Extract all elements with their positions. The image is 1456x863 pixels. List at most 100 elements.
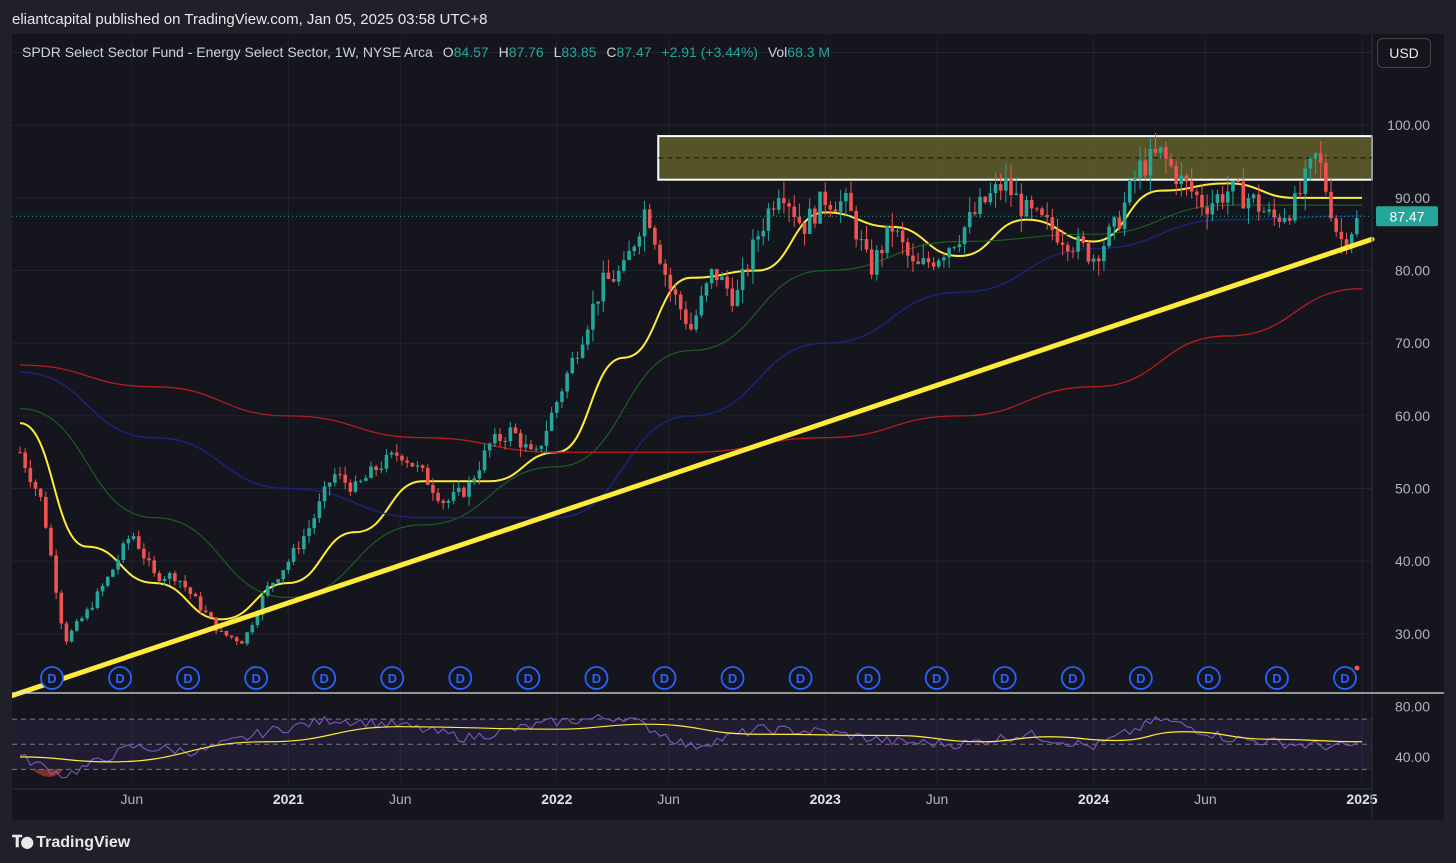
candle-body xyxy=(467,481,471,497)
candle-body xyxy=(849,192,853,211)
dividend-marker: D xyxy=(40,666,64,690)
candle-body xyxy=(353,481,358,492)
dividend-marker: D xyxy=(244,666,269,690)
trendline-layer[interactable] xyxy=(12,236,1375,699)
candle-body xyxy=(1081,236,1086,243)
candle-body xyxy=(983,196,988,203)
candle-body xyxy=(1251,194,1256,199)
candle-body xyxy=(1303,168,1308,195)
legend-high-label: H xyxy=(498,44,509,60)
candle-body xyxy=(343,474,347,483)
candle-body xyxy=(1071,251,1075,253)
candle-body xyxy=(364,478,368,481)
candle-body xyxy=(611,278,616,282)
candle-body xyxy=(1226,191,1230,203)
candle-body xyxy=(1076,236,1080,252)
dividend-marker: D xyxy=(448,666,473,690)
legend-symbol: SPDR Select Sector Fund - Energy Select … xyxy=(22,44,433,60)
candle-body xyxy=(425,467,430,485)
dividend-circle xyxy=(788,666,813,690)
dividend-label: D xyxy=(388,671,397,686)
candle-body xyxy=(1344,239,1349,246)
candle-body xyxy=(1324,162,1328,192)
candle-body xyxy=(890,225,895,232)
candle-body xyxy=(23,452,27,468)
candle-body xyxy=(787,203,791,207)
candle-body xyxy=(549,412,554,431)
candle-body xyxy=(709,269,714,284)
dividend-marker: D xyxy=(584,666,609,690)
candle-body xyxy=(622,260,626,271)
candle-body xyxy=(1153,149,1158,153)
candle-body xyxy=(281,570,286,580)
rsi-signal-line xyxy=(19,723,1363,763)
candle-body xyxy=(1055,229,1060,243)
candle-body xyxy=(219,630,224,632)
candle-body xyxy=(952,247,957,249)
dividend-marker: D xyxy=(380,666,405,690)
candle-body xyxy=(317,501,322,519)
candle-body xyxy=(162,578,167,581)
candle-body xyxy=(720,276,724,280)
candle-body xyxy=(431,484,435,493)
candle-body xyxy=(508,427,513,442)
candle-body xyxy=(1256,194,1261,212)
candle-body xyxy=(229,635,234,638)
candles-layer xyxy=(18,132,1359,646)
legend-close-label: C xyxy=(606,44,617,60)
candle-body xyxy=(405,460,409,463)
dividend-circle xyxy=(448,666,473,690)
candle-body xyxy=(1246,198,1251,209)
candle-body xyxy=(400,455,404,461)
candle-body xyxy=(529,444,533,450)
dividend-marker: D xyxy=(1128,666,1153,690)
publisher-line: eliantcapital published on TradingView.c… xyxy=(12,11,488,28)
tradingview-logo[interactable]: 𝐓● TradingView xyxy=(12,832,130,852)
last-price-tag-label: 87.47 xyxy=(1389,208,1424,224)
candle-body xyxy=(740,268,745,291)
candle-body xyxy=(745,268,750,271)
candle-body xyxy=(173,573,177,582)
x-tick-label: 2023 xyxy=(810,791,841,807)
candle-body xyxy=(493,434,497,444)
dividend-notice-dot xyxy=(1354,665,1360,671)
dividend-circle xyxy=(40,666,64,690)
candle-body xyxy=(771,208,776,210)
candle-body xyxy=(410,462,415,467)
candle-body xyxy=(1127,180,1132,203)
candle-body xyxy=(653,227,657,245)
dividend-marker: D xyxy=(1265,666,1289,690)
currency-button[interactable]: USD xyxy=(1377,38,1431,68)
legend-volume-label: Vol xyxy=(767,44,788,60)
candle-body xyxy=(1179,175,1184,185)
candle-body xyxy=(198,596,203,611)
candle-body xyxy=(1220,194,1225,203)
dividend-marker: D xyxy=(312,666,337,690)
candle-body xyxy=(178,580,182,582)
candle-body xyxy=(931,262,936,267)
candle-body xyxy=(85,609,89,619)
candle-body xyxy=(38,488,43,497)
candle-body xyxy=(436,492,440,501)
candle-body xyxy=(875,250,879,275)
legend-volume-value: 68.3 M xyxy=(787,44,831,60)
axis-layer: 110.00100.0090.0080.0070.0060.0050.0040.… xyxy=(12,34,1444,820)
candle-body xyxy=(1184,175,1189,182)
candle-body xyxy=(1014,193,1018,196)
candle-body xyxy=(64,623,69,642)
y-tick-label: 70.00 xyxy=(1395,335,1430,351)
candle-body xyxy=(147,558,151,561)
candle-body xyxy=(751,239,755,271)
support-trendline xyxy=(12,236,1375,699)
candle-body xyxy=(49,527,53,556)
candle-body xyxy=(606,272,611,279)
candle-body xyxy=(524,444,528,448)
x-tick-label: 2024 xyxy=(1078,791,1109,807)
candle-body xyxy=(962,227,967,245)
candle-body xyxy=(838,201,843,212)
candle-body xyxy=(1096,258,1101,262)
candle-body xyxy=(1308,158,1313,169)
